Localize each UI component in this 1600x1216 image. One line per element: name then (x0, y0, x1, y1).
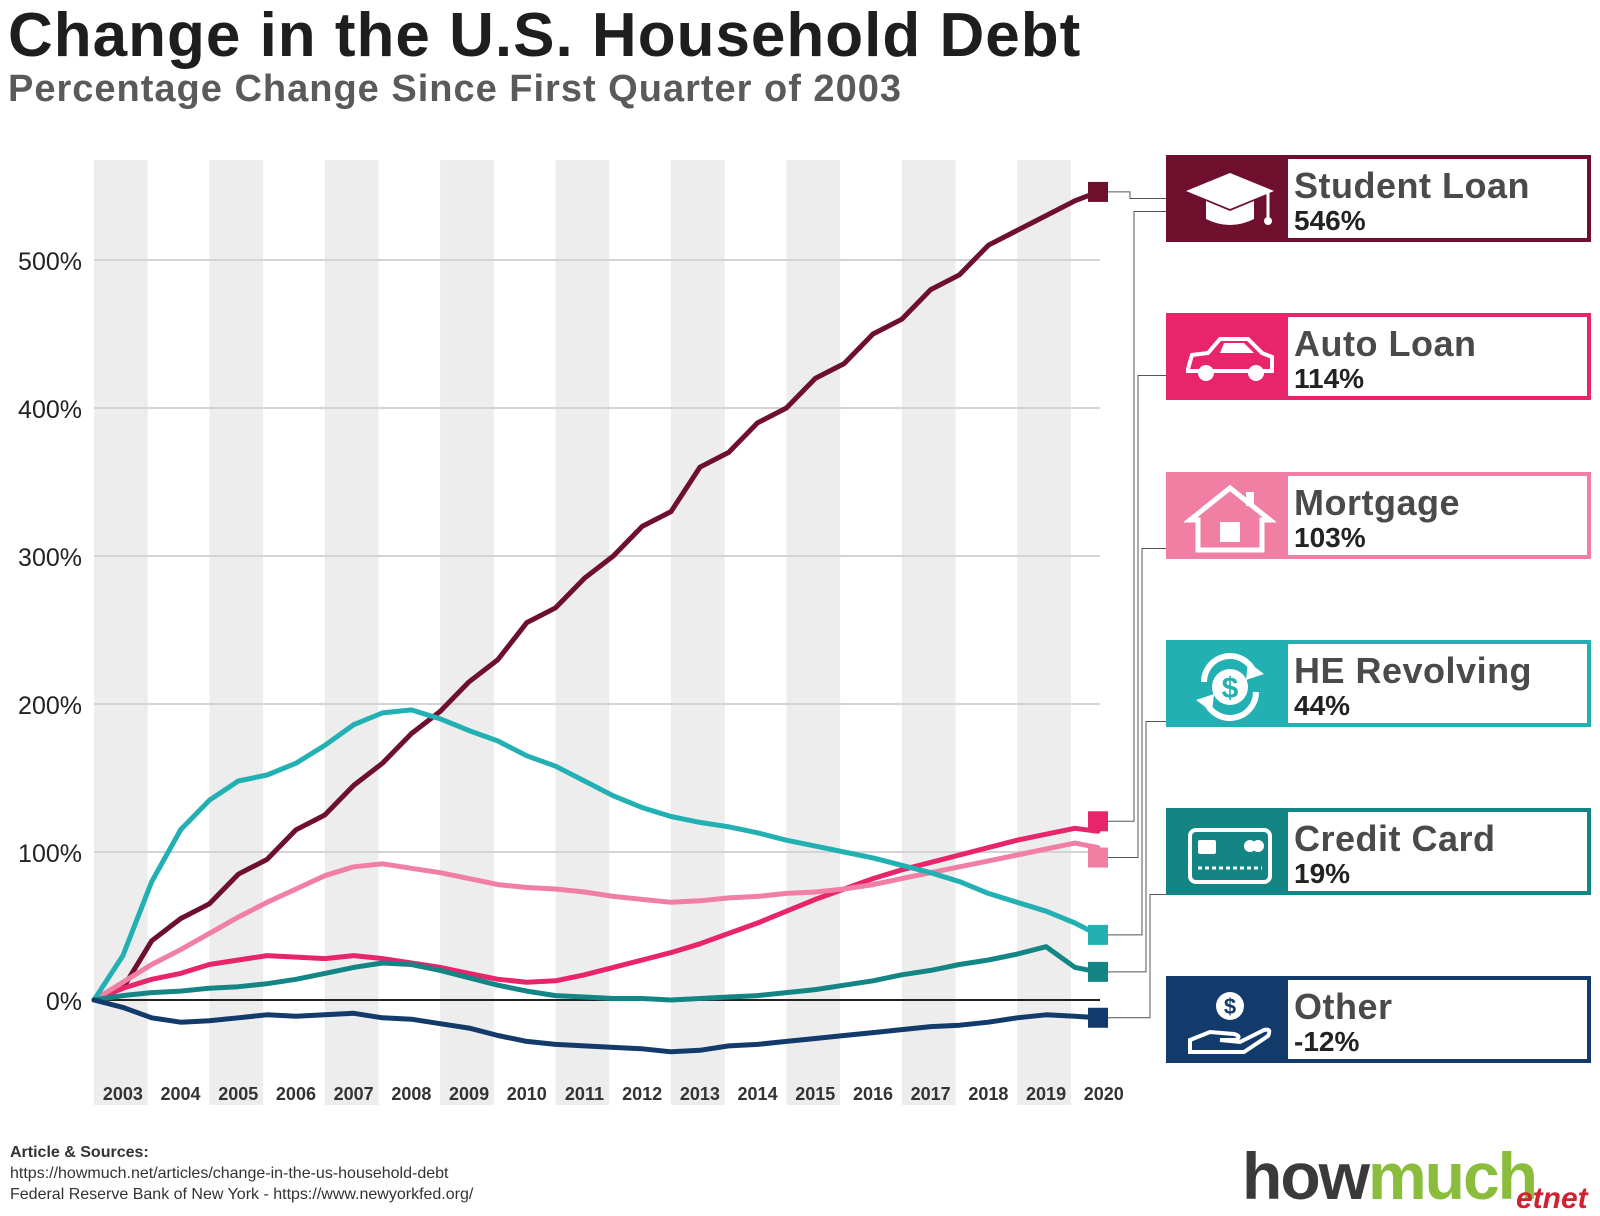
x-tick-label: 2007 (334, 1084, 374, 1104)
x-tick-label: 2012 (622, 1084, 662, 1104)
x-tick-label: 2011 (565, 1084, 604, 1104)
legend-item-he-revolving: $ HE Revolving 44% (1166, 640, 1591, 727)
legend-value: 44% (1294, 690, 1351, 721)
year-band (1017, 160, 1071, 1105)
legend-label: Credit Card (1294, 818, 1496, 859)
year-band (440, 160, 494, 1105)
x-tick-label: 2003 (103, 1084, 143, 1104)
legend-connector (1108, 375, 1166, 859)
x-tick-label: 2006 (276, 1084, 316, 1104)
x-tick-label: 2019 (1026, 1084, 1066, 1104)
series-end-marker (1088, 961, 1108, 982)
series-end-marker (1088, 924, 1108, 945)
series-line-he-revolving (91, 707, 1101, 1003)
chart-title: Change in the U.S. Household Debt (8, 1, 1082, 70)
chart-subtitle: Percentage Change Since First Quarter of… (8, 68, 902, 110)
source-link-article[interactable]: https://howmuch.net/articles/change-in-t… (10, 1165, 449, 1182)
year-band (209, 160, 264, 1105)
series-line-credit-card (91, 944, 1101, 1003)
hand-coin-icon: $ (1170, 980, 1288, 1059)
legend-item-credit-card: Credit Card 19% (1166, 808, 1591, 895)
series-line-auto-loan (91, 825, 1101, 1003)
x-tick-label: 2010 (507, 1084, 547, 1104)
source-link-fed[interactable]: Federal Reserve Bank of New York - https… (10, 1186, 474, 1203)
legend-value: 19% (1294, 858, 1351, 889)
legend-connector (1108, 191, 1166, 199)
legend-connector (1108, 721, 1166, 973)
x-tick-label: 2015 (795, 1084, 835, 1104)
x-tick-label: 2013 (680, 1084, 720, 1104)
svg-text:$: $ (1224, 994, 1236, 1019)
legend-label: Other (1294, 986, 1393, 1027)
year-band (901, 160, 956, 1105)
series-line-other (91, 997, 1101, 1055)
brand-logo: howmuch (1242, 1138, 1538, 1214)
x-tick-label: 2008 (391, 1084, 431, 1104)
x-tick-label: 2020 (1084, 1084, 1124, 1104)
legend-connector (1108, 211, 1166, 822)
legend-item-auto-loan: Auto Loan 114% (1166, 313, 1591, 400)
brand-etnet: etnet (1516, 1182, 1588, 1215)
brand-part-how: how (1242, 1139, 1370, 1213)
x-tick-label: 2018 (968, 1084, 1008, 1104)
car-icon (1170, 317, 1288, 396)
year-band (94, 160, 148, 1105)
house-icon (1170, 476, 1288, 555)
credit-card-icon (1170, 812, 1288, 891)
y-tick-label: 300% (18, 544, 82, 572)
legend-connector (1108, 548, 1166, 936)
legend-label: Auto Loan (1294, 323, 1477, 364)
legend-connector (1108, 894, 1166, 1019)
brand-part-much: much (1367, 1139, 1538, 1213)
legend-value: -12% (1294, 1026, 1360, 1057)
legend-value: 114% (1294, 363, 1365, 394)
y-tick-label: 200% (18, 692, 82, 720)
svg-text:$: $ (1222, 672, 1239, 705)
series-end-marker (1088, 811, 1108, 832)
year-band (324, 160, 379, 1105)
x-tick-label: 2017 (911, 1084, 951, 1104)
x-tick-label: 2004 (161, 1084, 201, 1104)
sources: Article & Sources: https://howmuch.net/a… (10, 1142, 473, 1205)
year-band (555, 160, 610, 1105)
x-tick-label: 2009 (449, 1084, 489, 1104)
legend-label: Mortgage (1294, 482, 1460, 523)
legend-value: 103% (1294, 522, 1366, 553)
y-tick-label: 100% (18, 840, 82, 868)
x-tick-label: 2005 (218, 1084, 258, 1104)
series-end-marker (1088, 847, 1108, 868)
sources-heading: Article & Sources: (10, 1144, 149, 1161)
x-tick-label: 2014 (738, 1084, 778, 1104)
graduation-cap-icon (1170, 159, 1288, 238)
legend-item-mortgage: Mortgage 103% (1166, 472, 1591, 559)
legend-item-other: $ Other -12% (1166, 976, 1591, 1063)
series-end-marker (1088, 181, 1108, 202)
legend-value: 546% (1294, 205, 1366, 236)
legend-label: HE Revolving (1294, 650, 1533, 691)
legend-item-student-loan: Student Loan 546% (1166, 155, 1591, 242)
series-line-student-loan (91, 189, 1101, 1003)
year-band (671, 160, 725, 1105)
series-end-marker (1088, 1007, 1108, 1028)
x-tick-label: 2016 (853, 1084, 893, 1104)
y-tick-label: 400% (18, 396, 82, 424)
legend-label: Student Loan (1294, 165, 1530, 206)
dollar-cycle-icon: $ (1170, 644, 1288, 723)
y-tick-label: 0% (46, 988, 82, 1016)
y-tick-label: 500% (18, 248, 82, 276)
year-band (786, 160, 841, 1105)
